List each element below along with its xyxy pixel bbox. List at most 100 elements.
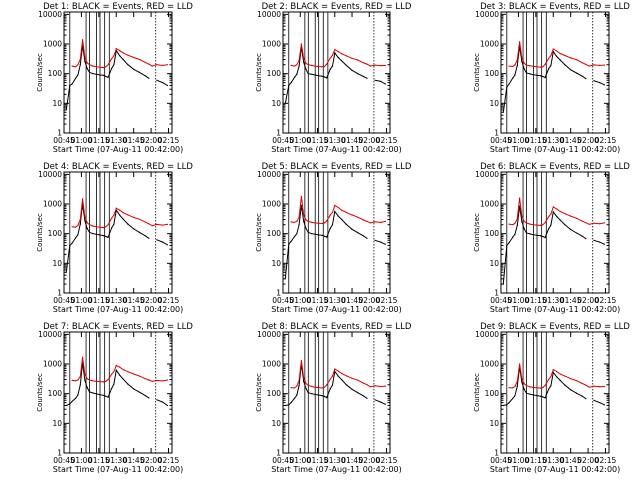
data-point bbox=[71, 65, 73, 67]
data-point bbox=[69, 403, 71, 405]
data-point bbox=[539, 395, 542, 397]
y-tick-label: 1 bbox=[57, 449, 62, 458]
data-point bbox=[544, 63, 546, 65]
data-point bbox=[111, 67, 113, 70]
x-tick-label: 01:45 bbox=[341, 136, 363, 145]
data-point bbox=[384, 64, 386, 66]
data-point bbox=[95, 233, 98, 235]
x-tick-label: 01:15 bbox=[307, 296, 329, 305]
data-point bbox=[532, 386, 535, 389]
data-point bbox=[329, 227, 331, 230]
data-point bbox=[380, 401, 382, 403]
y-axis-label: Counts/sec bbox=[36, 53, 44, 92]
data-point bbox=[514, 395, 516, 397]
data-point bbox=[290, 240, 292, 242]
data-point bbox=[529, 233, 531, 235]
data-point bbox=[311, 393, 313, 395]
data-point bbox=[508, 223, 510, 225]
data-point bbox=[105, 380, 107, 382]
x-tick-label: 01:15 bbox=[525, 296, 547, 305]
data-point bbox=[603, 64, 606, 66]
data-point bbox=[162, 64, 164, 66]
data-point bbox=[113, 370, 115, 373]
x-tick-label: 01:30 bbox=[324, 136, 346, 145]
data-point bbox=[544, 222, 546, 224]
data-point bbox=[156, 239, 158, 241]
x-tick-label: 00:45 bbox=[272, 296, 294, 305]
data-point bbox=[542, 66, 544, 68]
data-point bbox=[516, 59, 518, 61]
series-line-events bbox=[284, 46, 386, 104]
data-point bbox=[115, 364, 117, 366]
data-point bbox=[525, 64, 528, 66]
data-point bbox=[603, 222, 606, 224]
x-tick-label: 01:30 bbox=[542, 296, 564, 305]
y-tick-label: 10 bbox=[52, 259, 62, 268]
data-point bbox=[303, 57, 305, 59]
x-tick-label: 01:45 bbox=[123, 456, 145, 465]
series-line-lld bbox=[291, 196, 386, 225]
data-point bbox=[585, 384, 587, 386]
data-point bbox=[523, 68, 525, 70]
data-point bbox=[556, 215, 558, 218]
data-point bbox=[318, 394, 320, 396]
x-tick-label: 01:00 bbox=[71, 136, 93, 145]
panel-3: Det 3: BLACK = Events, RED = LLD 1 10 100 10… bbox=[473, 2, 630, 154]
data-point bbox=[599, 241, 601, 243]
data-point bbox=[111, 58, 113, 60]
data-point bbox=[323, 76, 325, 78]
data-point bbox=[133, 373, 135, 375]
x-tick-label: 01:00 bbox=[508, 456, 530, 465]
data-point bbox=[511, 387, 514, 389]
data-point bbox=[570, 215, 572, 217]
data-point bbox=[84, 56, 86, 59]
data-point bbox=[82, 198, 84, 200]
x-tick-label: 01:15 bbox=[307, 136, 329, 145]
data-point bbox=[341, 379, 343, 381]
data-point bbox=[337, 206, 339, 209]
x-tick-label: 02:00 bbox=[140, 456, 162, 465]
data-point bbox=[508, 65, 510, 67]
y-tick-label: 1 bbox=[494, 449, 499, 458]
data-point bbox=[603, 243, 606, 245]
x-tick-label: 00:45 bbox=[53, 456, 75, 465]
y-tick-label: 1 bbox=[494, 129, 499, 138]
data-point bbox=[542, 386, 544, 389]
data-point bbox=[119, 50, 121, 52]
x-tick-label: 00:45 bbox=[272, 136, 294, 145]
data-point bbox=[559, 52, 561, 55]
panel-title: Det 7: BLACK = Events, RED = LLD bbox=[43, 322, 193, 332]
data-point bbox=[556, 208, 558, 210]
data-point bbox=[516, 385, 518, 387]
x-tick-label: 01:15 bbox=[525, 136, 547, 145]
data-point bbox=[77, 64, 79, 66]
series-line-events bbox=[65, 203, 168, 273]
y-tick-label: 10 bbox=[52, 419, 62, 428]
plot-frame bbox=[282, 171, 391, 294]
data-point bbox=[86, 378, 88, 380]
data-point bbox=[523, 220, 525, 222]
data-point bbox=[138, 218, 141, 220]
panel-9: Det 9: BLACK = Events, RED = LLD 1 10 100 10… bbox=[473, 322, 630, 474]
data-point bbox=[556, 55, 558, 58]
data-point bbox=[88, 71, 91, 73]
data-point bbox=[119, 55, 121, 57]
data-point bbox=[298, 224, 300, 226]
data-point bbox=[511, 65, 514, 68]
plot-frame bbox=[282, 331, 391, 454]
y-tick-label: 1 bbox=[57, 129, 62, 138]
data-point bbox=[314, 65, 316, 67]
data-point bbox=[122, 58, 124, 61]
data-point bbox=[115, 48, 117, 50]
series-line-lld bbox=[290, 43, 386, 68]
data-point bbox=[75, 237, 77, 239]
data-point bbox=[536, 234, 538, 236]
data-point bbox=[314, 74, 316, 76]
data-point bbox=[92, 392, 94, 394]
data-point bbox=[593, 239, 595, 241]
data-point bbox=[329, 378, 331, 380]
data-point bbox=[516, 218, 518, 220]
x-tick-label: 01:00 bbox=[508, 136, 530, 145]
data-point bbox=[162, 241, 164, 243]
data-point bbox=[593, 399, 595, 401]
